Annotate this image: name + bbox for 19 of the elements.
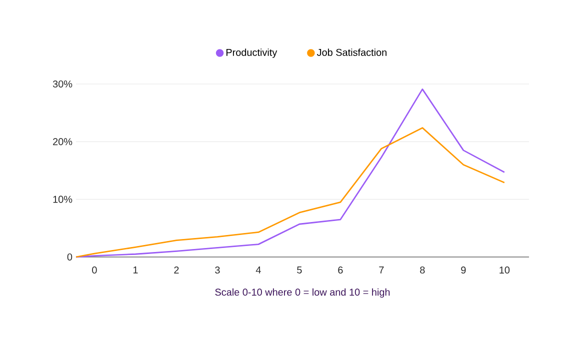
y-tick-label: 20% <box>53 138 72 146</box>
legend-label: Job Satisfaction <box>316 48 386 56</box>
x-tick-label: 8 <box>420 266 425 274</box>
x-tick-label: 6 <box>338 266 343 274</box>
x-tick-label: 4 <box>256 266 261 274</box>
x-tick-label: 0 <box>92 266 97 274</box>
y-tick-label: 0 <box>67 253 72 261</box>
line-series <box>75 127 506 258</box>
y-tick-label: 30% <box>52 80 72 88</box>
x-tick-label: 9 <box>461 266 466 274</box>
x-tick-label: 7 <box>379 266 384 274</box>
y-tick-label: 10% <box>53 196 72 203</box>
x-tick-label: 2 <box>174 266 179 274</box>
x-tick-label: 1 <box>133 266 138 274</box>
x-tick-label: 3 <box>215 266 220 274</box>
legend-label: Productivity <box>226 48 278 58</box>
x-tick-label: 5 <box>297 266 302 274</box>
x-tick-label: 10 <box>500 266 510 274</box>
x-axis-title: Scale 0-10 where 0 = low and 10 = high <box>215 288 390 298</box>
